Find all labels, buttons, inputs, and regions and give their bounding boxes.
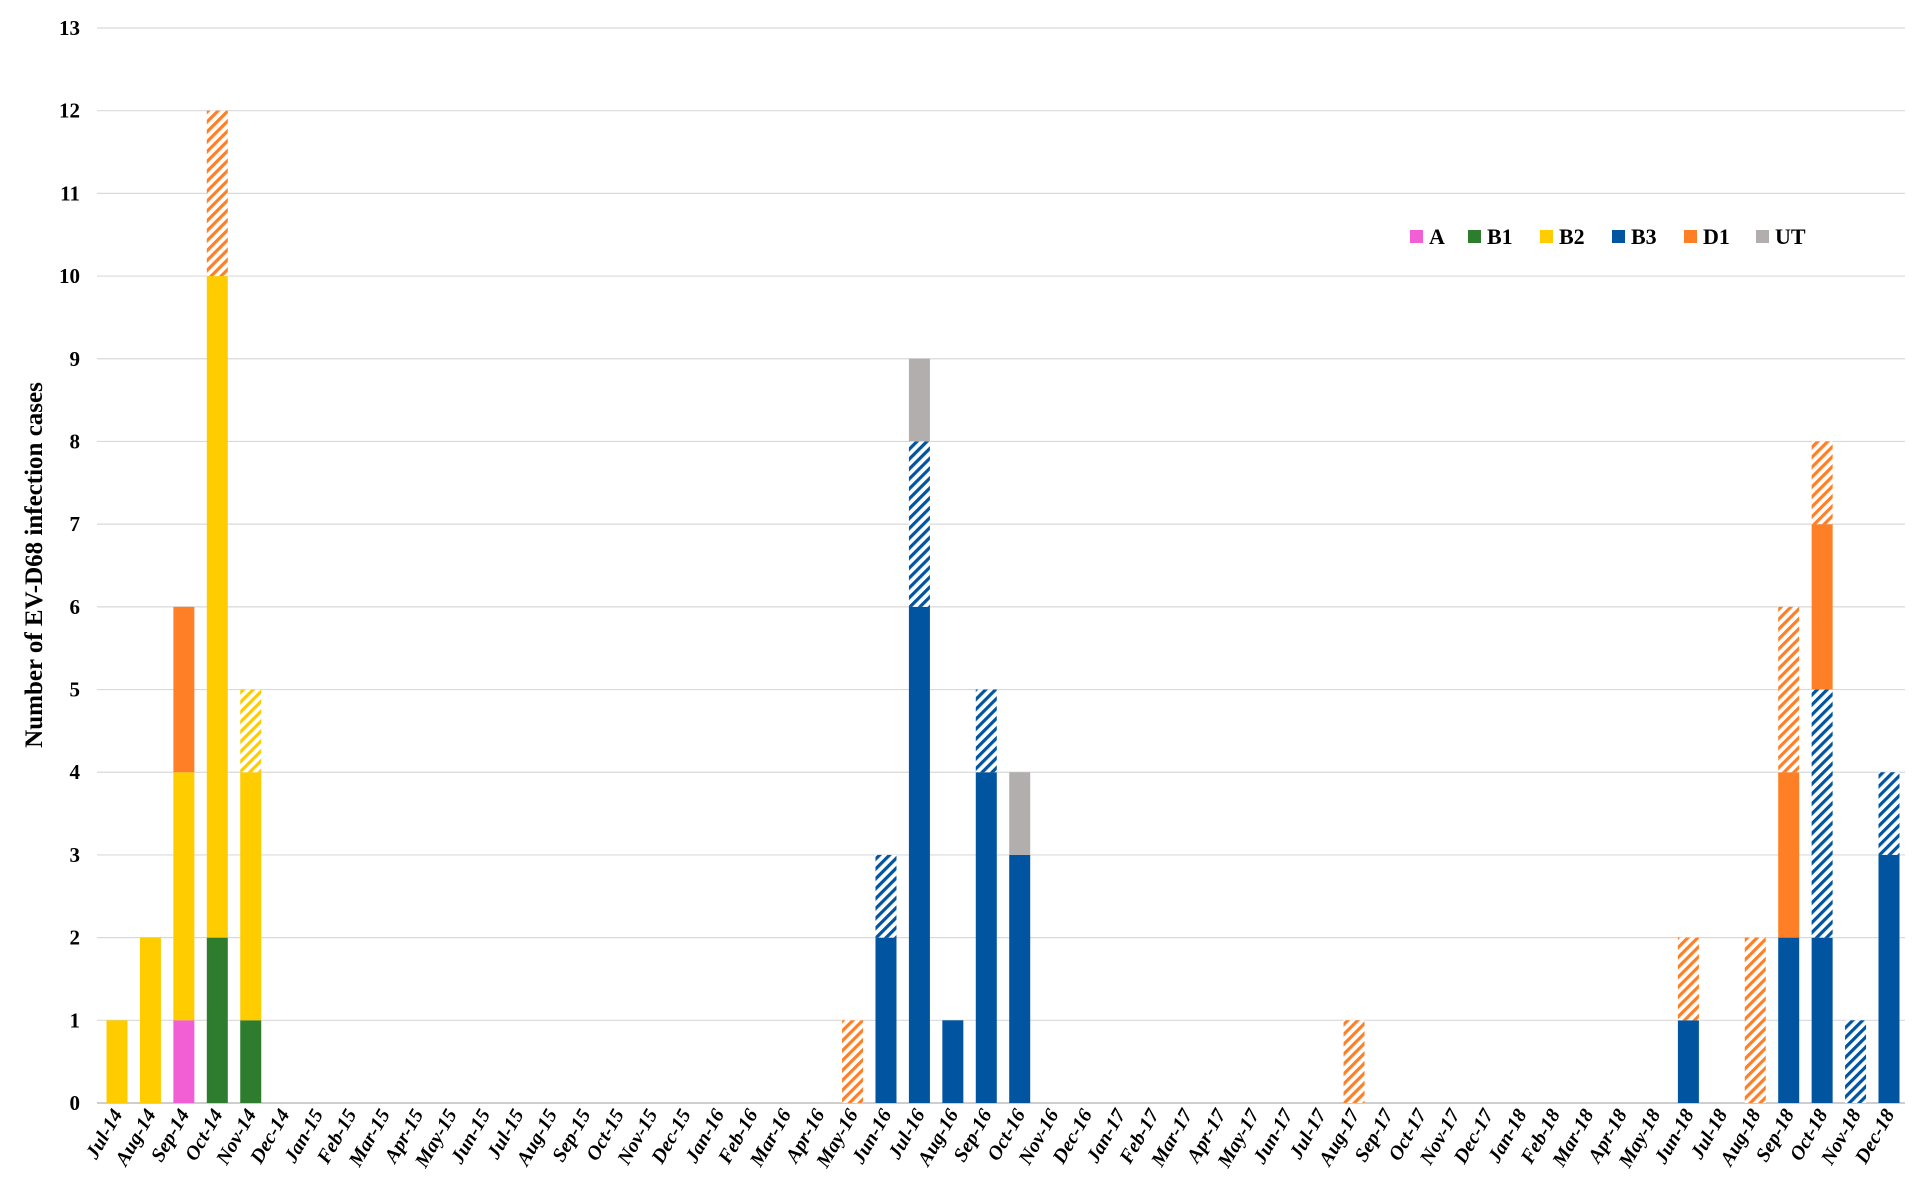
legend-item-a: A bbox=[1410, 224, 1445, 249]
bar-segment-b3-aug-16 bbox=[942, 1020, 964, 1103]
y-tick-label: 3 bbox=[70, 843, 81, 867]
legend-label: A bbox=[1429, 224, 1445, 249]
bar-segment-d1-hatched-aug-17 bbox=[1343, 1020, 1365, 1103]
bar-segment-d1-oct-18 bbox=[1811, 524, 1833, 690]
legend-swatch bbox=[1756, 230, 1769, 243]
y-tick-label: 5 bbox=[70, 678, 81, 702]
legend-item-b1: B1 bbox=[1468, 224, 1513, 249]
x-axis-ticks: Jul-14Aug-14Sep-14Oct-14Nov-14Dec-14Jan-… bbox=[81, 1105, 1899, 1173]
bar-segment-b3-jun-16 bbox=[875, 937, 897, 1103]
bar-segment-d1-sep-14 bbox=[173, 606, 195, 773]
y-tick-label: 8 bbox=[70, 429, 81, 453]
legend-swatch bbox=[1684, 230, 1697, 243]
bar-segment-b3-hatched-jun-16 bbox=[875, 854, 897, 938]
bar-segment-b2-oct-14 bbox=[206, 276, 228, 938]
legend-swatch bbox=[1612, 230, 1625, 243]
bar-segment-b3-sep-16 bbox=[975, 772, 997, 1103]
y-tick-label: 12 bbox=[59, 99, 80, 123]
y-axis-label: Number of EV-D68 infection cases bbox=[21, 382, 48, 748]
y-tick-label: 2 bbox=[70, 926, 81, 950]
bar-segment-b1-nov-14 bbox=[240, 1020, 262, 1103]
y-tick-label: 7 bbox=[70, 512, 81, 536]
bar-segment-d1-hatched-jun-18 bbox=[1677, 937, 1699, 1021]
legend-label: B1 bbox=[1487, 224, 1513, 249]
bar-segment-d1-hatched-oct-18 bbox=[1811, 441, 1833, 525]
y-tick-label: 0 bbox=[70, 1091, 81, 1115]
legend-item-b2: B2 bbox=[1540, 224, 1585, 249]
bar-segment-b3-hatched-dec-18 bbox=[1878, 772, 1900, 855]
y-tick-label: 13 bbox=[59, 16, 80, 40]
legend-label: B3 bbox=[1631, 224, 1657, 249]
bar-segment-b3-oct-18 bbox=[1811, 937, 1833, 1103]
legend-swatch bbox=[1468, 230, 1481, 243]
bar-segment-b2-sep-14 bbox=[173, 772, 195, 1021]
bar-segment-b3-dec-18 bbox=[1878, 854, 1900, 1103]
bar-segment-b3-hatched-nov-18 bbox=[1845, 1020, 1867, 1103]
legend-label: D1 bbox=[1703, 224, 1730, 249]
bar-segment-b3-jun-18 bbox=[1677, 1020, 1699, 1103]
bar-segment-b3-jul-16 bbox=[908, 606, 930, 1103]
bar-segment-b3-oct-16 bbox=[1009, 854, 1031, 1103]
bar-segment-d1-hatched-aug-18 bbox=[1744, 937, 1766, 1103]
y-tick-label: 1 bbox=[70, 1008, 81, 1032]
bar-segment-b2-nov-14 bbox=[240, 772, 262, 1021]
bar-segment-b3-hatched-oct-18 bbox=[1811, 689, 1833, 938]
bar-segment-b2-aug-14 bbox=[139, 937, 161, 1103]
bar-segment-b3-hatched-jul-16 bbox=[908, 441, 930, 607]
bar-segment-b2-jul-14 bbox=[106, 1020, 128, 1103]
bar-segment-b3-hatched-sep-16 bbox=[975, 689, 997, 773]
bar-segment-d1-hatched-sep-18 bbox=[1778, 606, 1800, 773]
legend-item-ut: UT bbox=[1756, 224, 1806, 249]
legend-item-d1: D1 bbox=[1684, 224, 1730, 249]
y-tick-label: 4 bbox=[70, 760, 81, 784]
bar-segment-d1-hatched-oct-14 bbox=[206, 110, 228, 277]
y-tick-label: 6 bbox=[70, 595, 81, 619]
y-tick-label: 11 bbox=[60, 181, 80, 205]
legend-label: UT bbox=[1775, 224, 1806, 249]
y-tick-label: 10 bbox=[59, 264, 80, 288]
bar-segment-ut-jul-16 bbox=[908, 358, 930, 442]
legend-item-b3: B3 bbox=[1612, 224, 1657, 249]
bar-segment-d1-sep-18 bbox=[1778, 772, 1800, 938]
legend: A B1 B2 B3 D1 UT bbox=[1410, 224, 1806, 249]
legend-label: B2 bbox=[1559, 224, 1585, 249]
y-tick-label: 9 bbox=[70, 347, 81, 371]
bars bbox=[106, 110, 1900, 1103]
gridlines bbox=[97, 27, 1905, 1104]
bar-segment-b1-oct-14 bbox=[206, 937, 228, 1103]
legend-swatch bbox=[1410, 230, 1423, 243]
bar-segment-d1-hatched-may-16 bbox=[842, 1020, 864, 1103]
bar-segment-b2-hatched-nov-14 bbox=[240, 689, 262, 773]
bar-segment-b3-sep-18 bbox=[1778, 937, 1800, 1103]
bar-segment-ut-oct-16 bbox=[1009, 772, 1031, 855]
bar-segment-a-sep-14 bbox=[173, 1020, 195, 1103]
legend-swatch bbox=[1540, 230, 1553, 243]
